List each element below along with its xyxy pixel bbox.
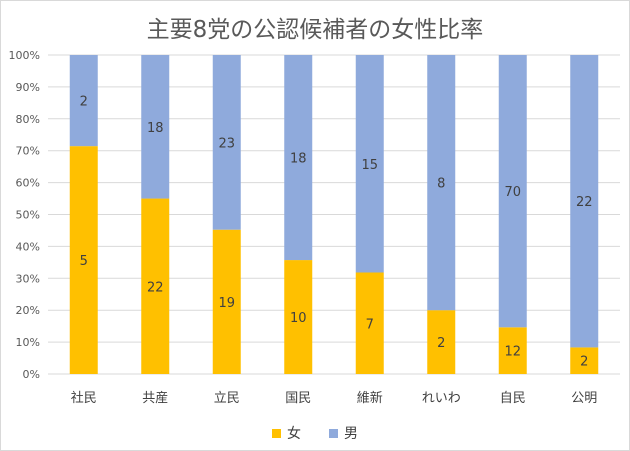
bar-女 (69, 146, 98, 374)
data-label: 15 (361, 158, 378, 173)
data-label: 12 (504, 345, 521, 360)
bar-男 (498, 55, 527, 328)
bar-男 (284, 55, 313, 261)
bar-女 (570, 347, 599, 374)
y-tick-label: 10% (16, 336, 40, 349)
legend-label: 女 (287, 426, 301, 442)
bar-男 (69, 55, 98, 147)
y-tick-label: 70% (16, 145, 40, 158)
legend-item: 女 (272, 423, 301, 443)
data-label: 2 (437, 336, 445, 351)
data-label: 19 (218, 296, 235, 311)
bar-男 (141, 55, 170, 199)
data-label: 2 (580, 355, 588, 370)
y-tick-label: 50% (16, 209, 40, 222)
data-label: 22 (147, 280, 164, 295)
x-category-label: 立民 (214, 391, 240, 406)
bar-女 (284, 260, 313, 374)
x-category-label: 自民 (500, 391, 526, 406)
data-label: 10 (290, 311, 307, 326)
y-tick-label: 100% (9, 49, 40, 62)
y-tick-label: 40% (16, 240, 40, 253)
bar-女 (427, 310, 456, 374)
data-label: 8 (437, 177, 445, 192)
bar-女 (355, 272, 384, 374)
y-tick-label: 30% (16, 272, 40, 285)
data-label: 22 (576, 195, 593, 210)
bar-男 (427, 55, 456, 311)
y-tick-label: 0% (23, 368, 40, 381)
data-label: 18 (290, 152, 307, 167)
data-label: 5 (80, 254, 88, 269)
bar-女 (141, 198, 170, 374)
bar-男 (355, 55, 384, 273)
bar-男 (212, 55, 241, 230)
bar-女 (212, 229, 241, 374)
data-label: 70 (504, 185, 521, 200)
legend-item: 男 (329, 423, 358, 443)
y-tick-label: 80% (16, 113, 40, 126)
data-label: 2 (80, 95, 88, 110)
data-label: 18 (147, 121, 164, 136)
legend-label: 男 (344, 426, 358, 442)
x-category-label: 共産 (142, 390, 168, 406)
y-tick-label: 90% (16, 81, 40, 94)
bar-男 (570, 55, 599, 348)
x-category-label: 社民 (71, 390, 97, 406)
legend-swatch (272, 428, 281, 438)
x-category-label: れいわ (422, 391, 461, 406)
bar-女 (498, 327, 527, 374)
chart-title: 主要8党の公認候補者の女性比率 (146, 17, 484, 43)
legend-swatch (329, 428, 338, 438)
y-tick-label: 60% (16, 177, 40, 190)
data-label: 23 (218, 136, 235, 151)
x-category-label: 公明 (571, 391, 597, 406)
x-category-label: 維新 (357, 390, 383, 406)
legend: 女男 (0, 423, 630, 443)
x-category-label: 国民 (285, 391, 311, 406)
data-label: 7 (366, 317, 374, 332)
y-tick-label: 20% (16, 304, 40, 317)
